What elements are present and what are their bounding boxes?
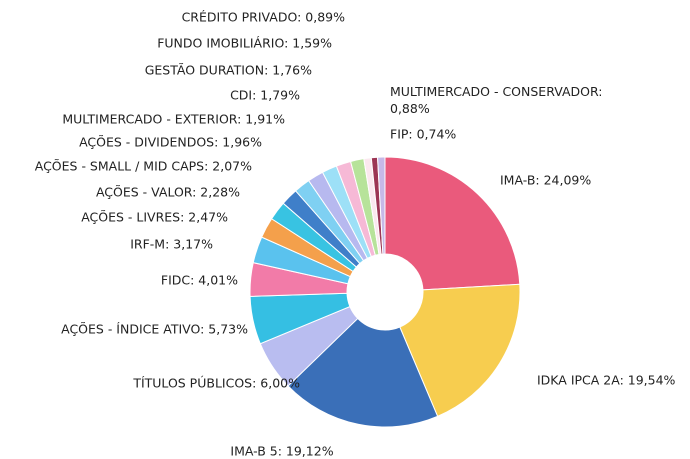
- slice-label: IDKA IPCA 2A: 19,54%: [537, 373, 676, 388]
- slice-label: TÍTULOS PÚBLICOS: 6,00%: [132, 376, 300, 391]
- slice-label: CRÉDITO PRIVADO: 0,89%: [182, 10, 346, 25]
- slice-label: FUNDO IMOBILIÁRIO: 1,59%: [157, 36, 332, 51]
- slice-label: AÇÕES - DIVIDENDOS: 1,96%: [79, 135, 262, 150]
- slice-label: CDI: 1,79%: [230, 88, 300, 103]
- slice-label: MULTIMERCADO - CONSERVADOR: 0,88%: [390, 84, 602, 116]
- slice-label: AÇÕES - VALOR: 2,28%: [96, 185, 240, 200]
- slice-label: FIDC: 4,01%: [161, 273, 238, 288]
- slice-label: AÇÕES - ÍNDICE ATIVO: 5,73%: [61, 322, 248, 337]
- slice-label: AÇÕES - LIVRES: 2,47%: [81, 210, 228, 225]
- slice: [399, 283, 521, 417]
- slice-label: FIP: 0,74%: [390, 127, 456, 142]
- slice-label: IMA-B 5: 19,12%: [230, 444, 333, 459]
- slice-label: AÇÕES - SMALL / MID CAPS: 2,07%: [35, 159, 252, 174]
- slice-label: IMA-B: 24,09%: [500, 173, 591, 188]
- slice: [287, 317, 439, 428]
- label-line: 0,88%: [390, 101, 430, 116]
- slice-label: IRF-M: 3,17%: [130, 237, 213, 252]
- slice: [377, 156, 386, 255]
- slice-label: MULTIMERCADO - EXTERIOR: 1,91%: [62, 112, 285, 127]
- label-line: MULTIMERCADO - CONSERVADOR:: [390, 84, 602, 99]
- slice: [384, 156, 521, 291]
- slice-label: GESTÃO DURATION: 1,76%: [145, 63, 312, 78]
